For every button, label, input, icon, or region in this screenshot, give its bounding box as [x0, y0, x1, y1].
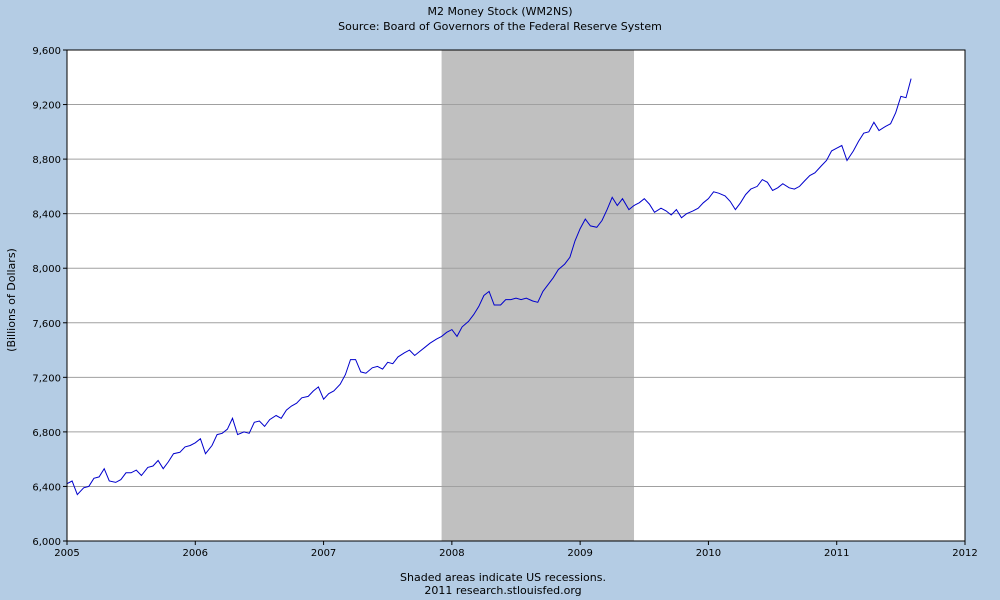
y-tick-label: 6,000 [32, 537, 61, 548]
x-tick-label: 2007 [311, 548, 336, 559]
x-tick-label: 2011 [824, 548, 849, 559]
x-tick-label: 2008 [439, 548, 464, 559]
recession-band [441, 50, 635, 541]
x-axis-ticks: 2005 2006 2007 2008 2009 2010 2011 2012 [54, 541, 978, 559]
y-tick-label: 9,200 [32, 101, 61, 112]
chart-title: M2 Money Stock (WM2NS) [427, 5, 572, 18]
x-tick-label: 2012 [952, 548, 977, 559]
y-tick-label: 8,400 [32, 210, 61, 221]
series-line [66, 78, 912, 496]
x-tick-label: 2010 [696, 548, 721, 559]
y-axis-ticks: 6,000 6,400 6,800 7,200 7,600 8,000 8,400 8,800… [32, 46, 67, 548]
gridlines [67, 104, 965, 487]
y-tick-label: 7,600 [32, 319, 61, 330]
y-tick-label: 8,000 [32, 264, 61, 275]
y-tick-label: 7,200 [32, 373, 61, 384]
plot-border [66, 49, 966, 542]
chart-subtitle: Source: Board of Governors of the Federa… [338, 20, 662, 33]
y-axis-label: (Billions of Dollars) [5, 248, 18, 352]
footer-credit: 2011 research.stlouisfed.org [424, 584, 581, 597]
x-tick-label: 2006 [183, 548, 208, 559]
footer-note: Shaded areas indicate US recessions. [400, 571, 606, 584]
y-tick-label: 8,800 [32, 155, 61, 166]
x-tick-label: 2009 [567, 548, 592, 559]
y-tick-label: 9,600 [32, 46, 61, 57]
y-tick-label: 6,800 [32, 428, 61, 439]
x-tick-label: 2005 [54, 548, 79, 559]
y-tick-label: 6,400 [32, 482, 61, 493]
recession-shading [441, 50, 635, 541]
